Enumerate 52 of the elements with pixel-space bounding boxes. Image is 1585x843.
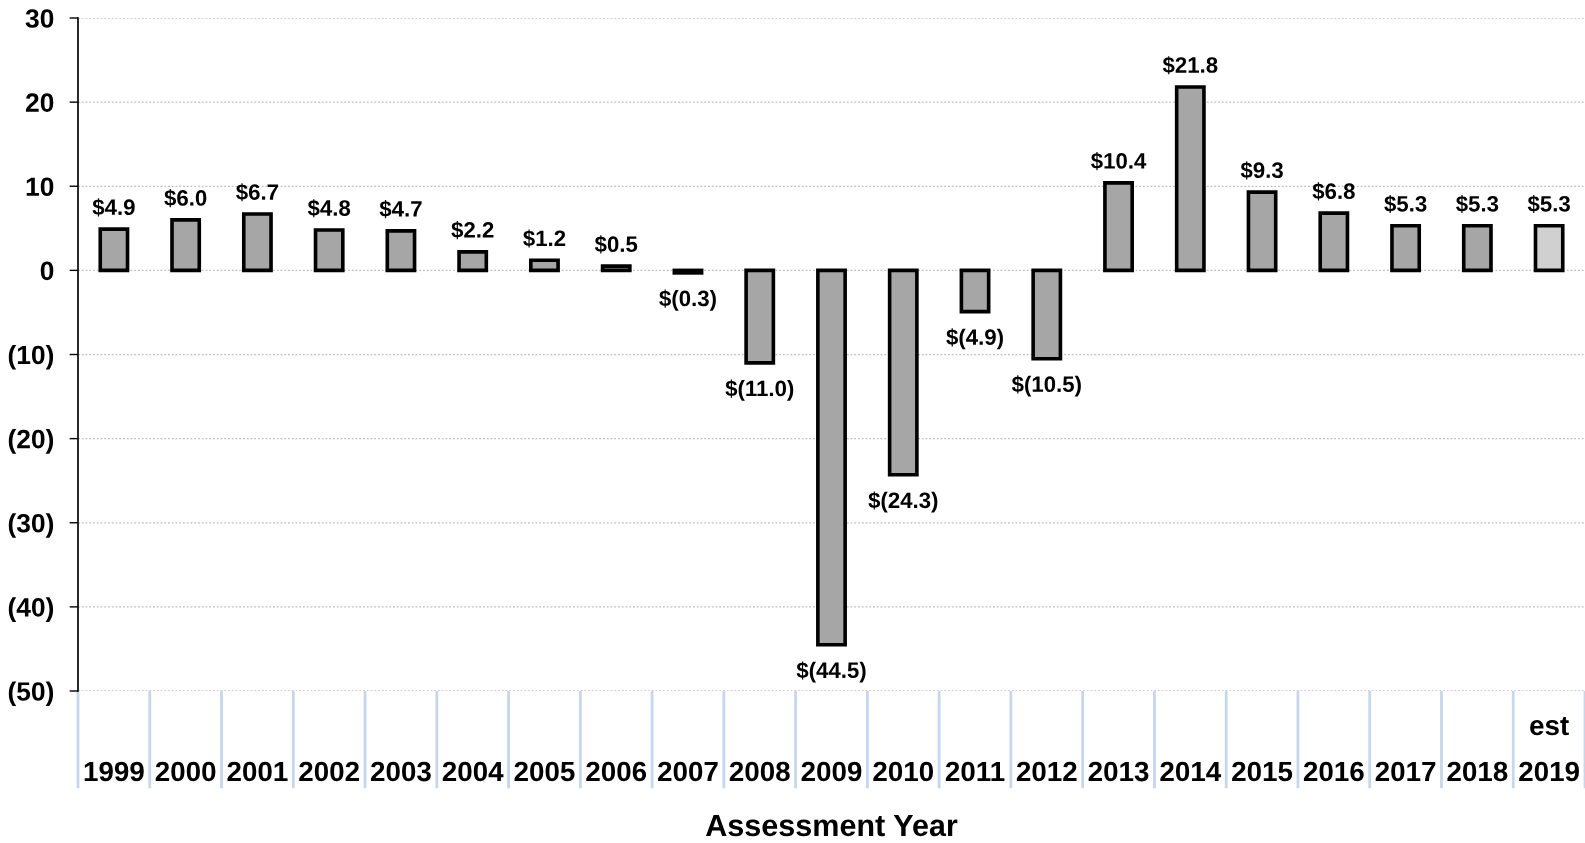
x-tick-label: 2008 bbox=[729, 761, 790, 782]
y-tick-label: (10) bbox=[8, 344, 54, 370]
y-tick-label: 0 bbox=[40, 261, 54, 281]
data-label: $1.2 bbox=[523, 229, 566, 248]
data-label: $(44.5) bbox=[796, 661, 866, 683]
data-label: $2.2 bbox=[451, 221, 494, 240]
x-tick-label: 1999 bbox=[84, 761, 144, 782]
x-tick-label: 2006 bbox=[586, 761, 647, 782]
data-label: $4.8 bbox=[307, 199, 351, 218]
y-tick-label: (50) bbox=[8, 681, 54, 707]
data-label: $5.3 bbox=[1456, 194, 1499, 214]
data-label: $0.5 bbox=[594, 235, 638, 254]
x-tick-label: 2009 bbox=[801, 761, 862, 782]
x-tick-label: 2000 bbox=[155, 761, 216, 782]
data-label: $(0.3) bbox=[659, 289, 716, 311]
x-tick-label: 2015 bbox=[1232, 761, 1293, 782]
y-tick-label: (40) bbox=[8, 597, 54, 622]
x-tick-label: 2014 bbox=[1160, 761, 1222, 782]
data-label: $4.7 bbox=[379, 200, 422, 219]
data-label: $4.9 bbox=[92, 198, 135, 217]
data-label: $21.8 bbox=[1162, 56, 1218, 75]
x-tick-label: 2011 bbox=[945, 761, 1005, 782]
data-label: $6.0 bbox=[164, 189, 207, 208]
data-label: $(24.3) bbox=[868, 491, 938, 513]
data-label: $(10.5) bbox=[1011, 375, 1081, 397]
x-tick-label: 2016 bbox=[1303, 761, 1364, 782]
x-tick-label: 2010 bbox=[873, 761, 934, 782]
x-tick-label: est 2019 bbox=[1519, 716, 1579, 782]
y-tick-label: (20) bbox=[8, 429, 54, 454]
data-label: $6.8 bbox=[1312, 182, 1355, 201]
x-tick-label: 2005 bbox=[514, 761, 575, 782]
y-tick-label: 20 bbox=[25, 93, 54, 112]
data-label: $6.7 bbox=[236, 183, 279, 202]
x-tick-label: 2018 bbox=[1447, 761, 1508, 782]
y-tick-label: (30) bbox=[8, 513, 54, 538]
data-label: $10.4 bbox=[1091, 152, 1147, 171]
x-tick-label: 2004 bbox=[442, 761, 504, 782]
y-tick-label: 30 bbox=[25, 9, 54, 28]
data-label: $9.3 bbox=[1240, 161, 1283, 180]
data-label: $(11.0) bbox=[725, 379, 794, 401]
x-tick-label: 2012 bbox=[1016, 761, 1077, 782]
x-tick-label: 2017 bbox=[1375, 761, 1436, 782]
data-label: $5.3 bbox=[1527, 194, 1570, 214]
x-tick-label: 2001 bbox=[227, 761, 288, 782]
x-tick-label: 2007 bbox=[658, 761, 718, 782]
x-tick-label: 2003 bbox=[371, 761, 431, 782]
x-tick-label: 2013 bbox=[1088, 761, 1149, 782]
data-label: $(4.9) bbox=[946, 328, 1003, 350]
x-axis-title: Assessment Year bbox=[705, 814, 958, 837]
data-label: $5.3 bbox=[1384, 194, 1427, 214]
y-tick-label: 10 bbox=[26, 177, 54, 197]
x-tick-label: 2002 bbox=[299, 761, 359, 782]
